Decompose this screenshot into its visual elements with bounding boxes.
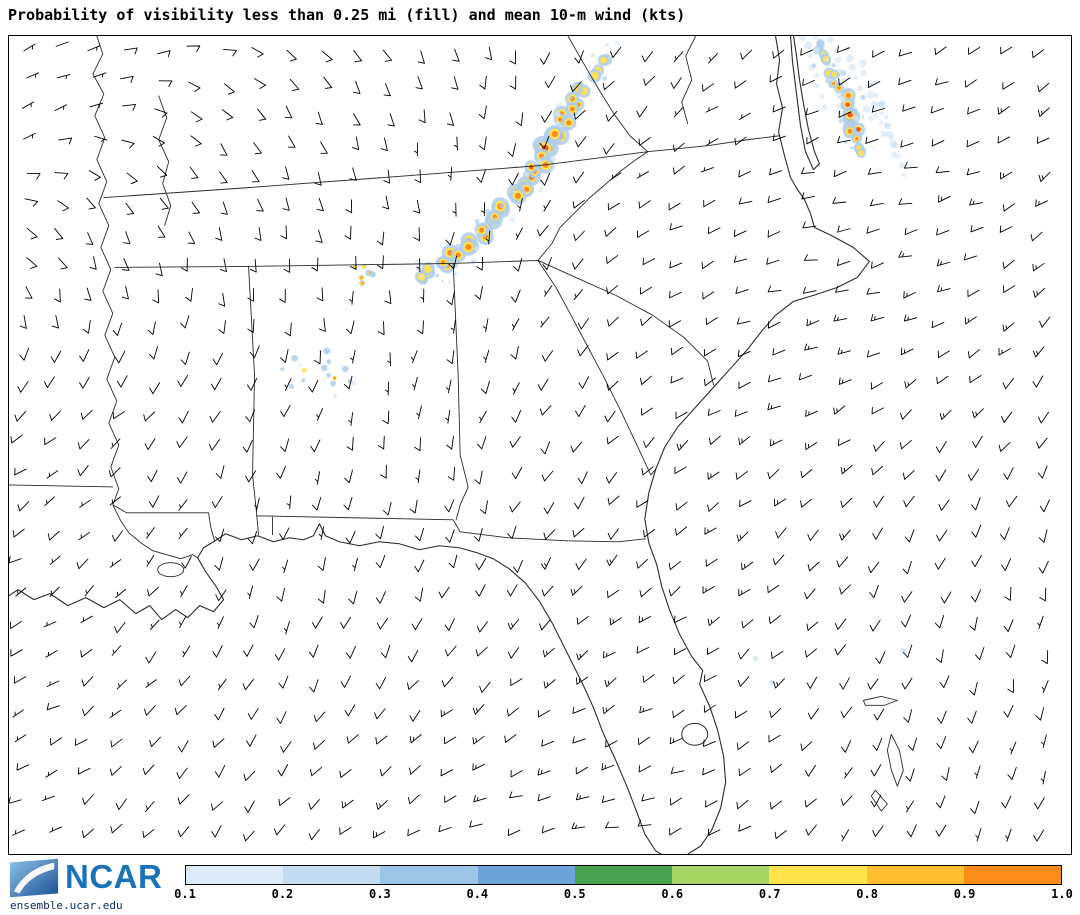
colorbar-segments bbox=[185, 865, 1062, 885]
forecast-map bbox=[9, 36, 1051, 854]
colorbar-tick-label: 0.4 bbox=[466, 887, 489, 901]
ncar-brand: NCAR bbox=[8, 855, 162, 899]
probability-fill-layer bbox=[280, 36, 907, 685]
colorbar-segment bbox=[380, 866, 478, 884]
colorbar-tick-label: 0.6 bbox=[661, 887, 684, 901]
colorbar-segment bbox=[866, 866, 964, 884]
colorbar-segment bbox=[283, 866, 381, 884]
colorbar-tick-label: 0.5 bbox=[563, 887, 586, 901]
probability-colorbar: 0.1 0.2 0.3 0.4 0.5 0.6 0.7 0.8 0.9 1.0 bbox=[174, 865, 1073, 902]
colorbar-tick-labels: 0.1 0.2 0.3 0.4 0.5 0.6 0.7 0.8 0.9 1.0 bbox=[174, 887, 1073, 902]
colorbar-segment bbox=[672, 866, 770, 884]
colorbar-tick-label: 0.7 bbox=[758, 887, 781, 901]
colorbar-tick-label: 0.9 bbox=[953, 887, 976, 901]
ncar-logo-icon bbox=[9, 858, 59, 898]
wind-barbs-layer bbox=[9, 41, 1051, 842]
colorbar-tick-label: 0.8 bbox=[856, 887, 878, 901]
colorbar-tick-label: 0.2 bbox=[271, 887, 294, 901]
colorbar-segment bbox=[477, 866, 575, 884]
colorbar-tick-label: 1.0 bbox=[1051, 887, 1073, 901]
colorbar-segment bbox=[769, 866, 867, 884]
map-borders-layer bbox=[9, 36, 904, 854]
colorbar-segment bbox=[574, 866, 673, 884]
site-url-label: ensemble.ucar.edu bbox=[10, 899, 123, 912]
colorbar-tick-label: 0.3 bbox=[369, 887, 391, 901]
colorbar-segment bbox=[963, 866, 1061, 884]
colorbar-segment bbox=[186, 866, 284, 884]
product-title: Probability of visibility less than 0.25… bbox=[8, 6, 686, 24]
ncar-wordmark: NCAR bbox=[65, 858, 163, 895]
map-frame bbox=[8, 35, 1072, 855]
colorbar-tick-label: 0.1 bbox=[174, 887, 196, 901]
